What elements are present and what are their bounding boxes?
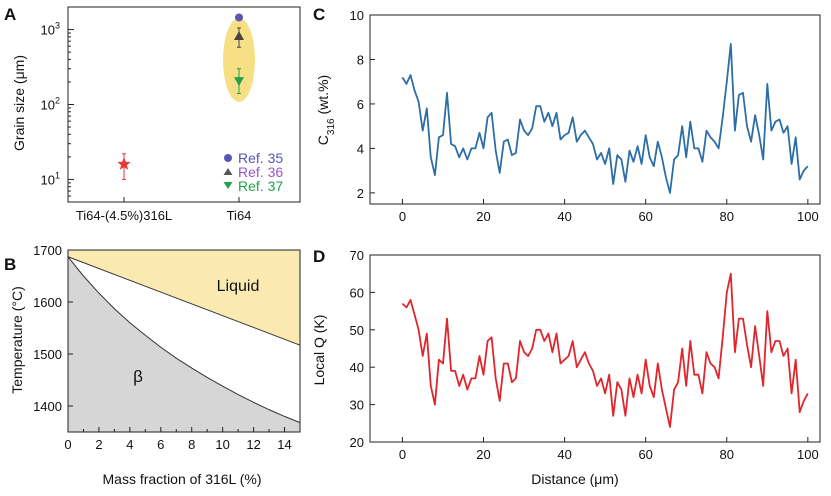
- panel-b-x-tick-label: 8: [188, 437, 195, 452]
- panel-c-x-tick-label: 20: [476, 209, 490, 224]
- panel-b-x-tick-label: 10: [215, 437, 229, 452]
- panel-d-y-tick-label: 70: [350, 248, 364, 263]
- c316-unit: (wt.%): [315, 75, 331, 119]
- panel-c-y-tick-label: 8: [357, 52, 364, 67]
- panel-d-x-tick-label: 100: [797, 447, 819, 462]
- panel-d-x-axis-label: Distance (μm): [531, 471, 618, 487]
- panel-c-label: C: [313, 5, 325, 24]
- tick-exponent: 3: [55, 21, 60, 31]
- liquid-region-label: Liquid: [217, 278, 260, 295]
- panel-b-x-tick-label: 0: [64, 437, 71, 452]
- panel-c-x-tick-label: 0: [399, 209, 406, 224]
- data-point-circle: [235, 13, 243, 22]
- panel-a-x-tick-label-ti64: Ti64: [227, 208, 252, 223]
- panel-d-x-tick-label: 0: [399, 447, 406, 462]
- legend-ref37-marker: [223, 182, 233, 189]
- panel-d-y-axis-label: Local Q (K): [311, 315, 327, 386]
- beta-region-label: β: [133, 367, 143, 386]
- panel-d-plot-frame: [369, 254, 821, 443]
- panel-a-y-axis-label: Grain size (μm): [11, 55, 27, 151]
- panel-c-x-tick-label: 40: [557, 209, 571, 224]
- panel-b-label: B: [4, 255, 16, 274]
- panel-b-x-tick-label: 4: [126, 437, 133, 452]
- panel-b-x-tick-label: 14: [277, 437, 291, 452]
- ti64-highlight-ellipse: [223, 18, 255, 102]
- panel-a-y-tick-label: 103: [41, 21, 60, 38]
- data-point-triangle-up: [234, 31, 244, 41]
- panel-d-y-tick-label: 60: [350, 285, 364, 300]
- panel-c-x-tick-label: 80: [720, 209, 734, 224]
- panel-a-label: A: [4, 5, 16, 24]
- panel-d-x-tick-label: 80: [720, 447, 734, 462]
- panel-b-y-axis-label: Temperature (°C): [9, 286, 25, 394]
- panel-a-y-tick-label: 101: [41, 170, 60, 187]
- panel-d-x-tick-label: 60: [638, 447, 652, 462]
- panel-b-y-tick-label: 1400: [33, 399, 62, 414]
- panel-d-x-tick-label: 20: [476, 447, 490, 462]
- liquid-region: [68, 250, 300, 346]
- panel-b-y-tick-label: 1500: [33, 347, 62, 362]
- panel-b-x-tick-label: 6: [157, 437, 164, 452]
- panel-c-x-tick-label: 100: [797, 209, 819, 224]
- panel-d-x-tick-label: 40: [557, 447, 571, 462]
- panel-b-y-tick-label: 1700: [33, 243, 62, 258]
- panel-c-y-tick-label: 6: [357, 97, 364, 112]
- panel-c-data-line: [401, 43, 809, 194]
- panel-d-y-tick-label: 20: [350, 435, 364, 450]
- panel-c-y-tick-label: 2: [357, 186, 364, 201]
- panel-d-y-tick-label: 30: [350, 398, 364, 413]
- legend-ref35-marker: [224, 154, 232, 162]
- panel-a-y-tick-label: 102: [41, 96, 60, 113]
- legend-ref37-label: Ref. 37: [238, 178, 283, 194]
- data-point-triangle-down: [234, 77, 244, 87]
- tick-base: 10: [41, 23, 55, 38]
- tick-exponent: 1: [55, 170, 60, 180]
- panel-b: B Temperature (°C) Liquid β 0 2 4 6 8 10 12 14 1…: [4, 243, 301, 487]
- panel-c-y-tick-label: 4: [357, 141, 364, 156]
- panel-b-plot-frame: [67, 249, 301, 433]
- solidus-line: [67, 256, 301, 424]
- liquidus-line: [67, 256, 301, 346]
- beta-region: [68, 256, 300, 432]
- legend-ref36-label: Ref. 36: [238, 164, 283, 180]
- panel-b-x-tick-label: 12: [246, 437, 260, 452]
- tick-exponent: 2: [55, 96, 60, 106]
- panel-c-x-tick-label: 60: [638, 209, 652, 224]
- c316-subscript: 316: [326, 118, 337, 135]
- panel-c-y-tick-label: 10: [350, 8, 364, 23]
- tick-base: 10: [41, 98, 55, 113]
- panel-c-plot-frame: [369, 14, 821, 205]
- panel-c-y-axis-label: C316 (wt.%): [315, 75, 337, 145]
- panel-d: D Local Q (K) 0 20 40 60 80 100 20 30 40 50 60 70 D…: [311, 247, 821, 487]
- data-point-star: [117, 157, 131, 170]
- panel-d-data-line: [401, 272, 809, 428]
- panel-a-x-tick-label-alloy: Ti64-(4.5%)316L: [76, 208, 172, 223]
- panel-a-legend: Ref. 35 Ref. 36 Ref. 37: [223, 150, 283, 194]
- panel-d-label: D: [313, 247, 325, 266]
- tick-base: 10: [41, 172, 55, 187]
- panel-d-y-tick-label: 50: [350, 323, 364, 338]
- panel-d-y-tick-label: 40: [350, 360, 364, 375]
- c316-main: C: [315, 135, 331, 145]
- panel-b-y-tick-label: 1600: [33, 295, 62, 310]
- panel-b-x-tick-label: 2: [95, 437, 102, 452]
- legend-ref36-marker: [223, 168, 233, 175]
- panel-b-x-axis-label: Mass fraction of 316L (%): [103, 471, 262, 487]
- legend-ref35-label: Ref. 35: [238, 150, 283, 166]
